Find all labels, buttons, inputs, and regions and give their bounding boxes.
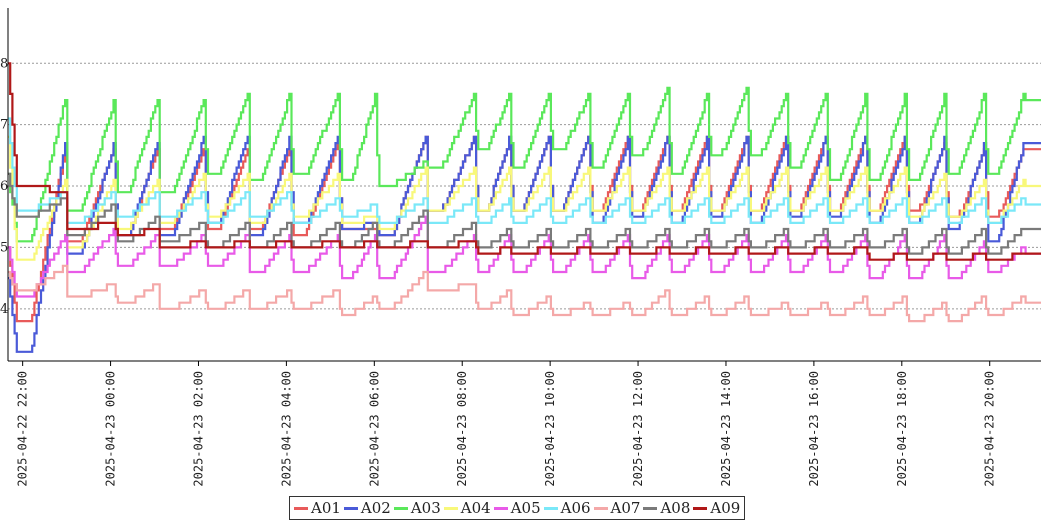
legend-label: A08 [660,499,691,517]
x-tick-label: 2025-04-23 00:00 [104,371,118,487]
series-line-a06 [8,117,1041,224]
legend-item-a06: A06 [543,499,591,517]
series-line-a03 [8,86,1041,243]
legend-item-a08: A08 [643,499,690,517]
x-tick-label: 2025-04-23 14:00 [719,371,733,487]
series-line-a05 [8,215,1041,298]
series-line-a08 [8,172,1041,255]
legend-item-a05: A05 [493,499,541,517]
x-tick-label: 2025-04-23 12:00 [631,371,645,487]
legend-swatch [443,506,458,510]
series-lines [8,62,1041,353]
y-axis-ticks: 4 5 6 7 8 [0,56,8,317]
legend-item-a03: A03 [393,499,441,517]
legend-item-a01: A01 [294,499,341,517]
legend-item-a02: A02 [343,499,391,517]
y-tick-label: 6 [0,179,8,194]
y-tick-label: 5 [0,240,8,255]
x-tick-label: 2025-04-23 18:00 [895,371,909,487]
chart-legend: A01 A02 A03 A04 A05 A06 A07 A08 A09 [289,496,746,520]
x-tick-label: 2025-04-23 02:00 [191,371,205,487]
series-line-a04 [8,135,1041,261]
legend-swatch [543,506,558,510]
legend-label: A01 [311,499,341,517]
legend-label: A06 [560,499,591,517]
x-axis-ticks: 2025-04-22 22:00 2025-04-23 00:00 2025-04-… [16,361,997,487]
legend-item-a09: A09 [693,499,740,517]
legend-item-a07: A07 [593,499,641,517]
legend-swatch [343,506,358,510]
legend-item-a04: A04 [443,499,491,517]
y-tick-label: 4 [0,302,8,317]
legend-swatch [593,506,608,510]
legend-swatch [294,506,308,510]
axes [7,8,1041,362]
series-line-a09 [8,62,1041,261]
x-tick-label: 2025-04-23 16:00 [807,371,821,487]
y-tick-label: 8 [0,56,8,71]
legend-swatch [643,506,658,510]
x-tick-label: 2025-04-23 20:00 [983,371,997,487]
legend-swatch [493,506,508,510]
legend-swatch [693,506,708,510]
x-tick-label: 2025-04-23 08:00 [455,371,469,487]
x-tick-label: 2025-04-23 10:00 [543,371,557,487]
series-line-a07 [8,264,1041,323]
y-tick-label: 7 [0,118,8,133]
x-tick-label: 2025-04-23 06:00 [367,371,381,487]
legend-label: A07 [610,499,641,517]
legend-label: A03 [410,499,441,517]
legend-label: A05 [510,499,541,517]
legend-label: A09 [710,499,741,517]
legend-label: A02 [360,499,391,517]
x-tick-label: 2025-04-23 04:00 [279,371,293,487]
legend-label: A04 [460,499,491,517]
x-tick-label: 2025-04-22 22:00 [16,371,30,487]
legend-swatch [393,506,408,510]
